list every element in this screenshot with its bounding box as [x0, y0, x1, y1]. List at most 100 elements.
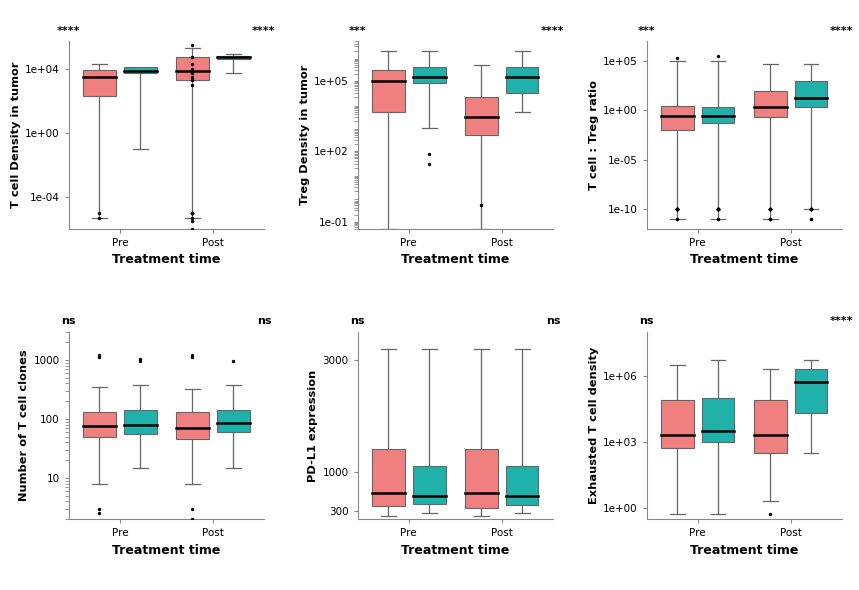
- Point: [670, 204, 684, 214]
- Point: [133, 354, 147, 363]
- Point: [423, 159, 436, 168]
- Point: [186, 208, 199, 217]
- Point: [670, 214, 684, 224]
- Point: [670, 214, 684, 224]
- Point: [711, 214, 725, 224]
- Point: [423, 149, 436, 158]
- Text: ns: ns: [545, 316, 560, 326]
- Bar: [506, 466, 539, 505]
- Point: [711, 204, 725, 214]
- Bar: [754, 400, 787, 453]
- Text: ns: ns: [257, 316, 271, 326]
- Bar: [754, 91, 787, 117]
- Point: [711, 204, 725, 214]
- Y-axis label: Number of T cell clones: Number of T cell clones: [20, 350, 29, 502]
- Point: [186, 53, 199, 62]
- Point: [186, 68, 199, 78]
- Point: [764, 204, 777, 214]
- Point: [186, 229, 199, 238]
- Point: [186, 80, 199, 89]
- Point: [227, 356, 241, 366]
- Point: [711, 204, 725, 214]
- X-axis label: Treatment time: Treatment time: [401, 544, 509, 557]
- Bar: [465, 449, 497, 508]
- Point: [186, 350, 199, 360]
- Point: [186, 217, 199, 226]
- Bar: [83, 412, 116, 437]
- Point: [804, 204, 818, 214]
- Point: [804, 204, 818, 214]
- Bar: [413, 67, 446, 83]
- Text: ns: ns: [350, 316, 365, 326]
- Text: ns: ns: [62, 316, 76, 326]
- Bar: [176, 412, 209, 440]
- Point: [804, 204, 818, 214]
- Point: [711, 204, 725, 214]
- Point: [711, 51, 725, 61]
- Point: [764, 204, 777, 214]
- Point: [670, 204, 684, 214]
- Text: ***: ***: [349, 26, 367, 35]
- Point: [804, 204, 818, 214]
- Point: [764, 510, 777, 519]
- Bar: [124, 67, 156, 73]
- X-axis label: Treatment time: Treatment time: [401, 253, 509, 266]
- Point: [804, 204, 818, 214]
- Point: [711, 204, 725, 214]
- Point: [133, 356, 147, 366]
- Point: [93, 208, 107, 217]
- Y-axis label: T cell : Treg ratio: T cell : Treg ratio: [588, 80, 599, 190]
- Point: [186, 75, 199, 84]
- Text: ****: ****: [253, 26, 276, 35]
- Point: [711, 204, 725, 214]
- Point: [186, 224, 199, 234]
- Text: ****: ****: [541, 26, 564, 35]
- Point: [764, 204, 777, 214]
- Point: [764, 204, 777, 214]
- Point: [804, 204, 818, 214]
- Point: [670, 204, 684, 214]
- Bar: [83, 70, 116, 96]
- Point: [186, 208, 199, 217]
- Bar: [176, 57, 209, 80]
- Bar: [702, 107, 734, 123]
- Text: ****: ****: [830, 26, 854, 35]
- Bar: [124, 410, 156, 434]
- Point: [711, 214, 725, 224]
- Point: [804, 214, 818, 224]
- Bar: [702, 398, 734, 442]
- Point: [186, 353, 199, 362]
- Point: [804, 204, 818, 214]
- Point: [764, 204, 777, 214]
- X-axis label: Treatment time: Treatment time: [690, 253, 798, 266]
- Point: [186, 235, 199, 245]
- Point: [186, 72, 199, 81]
- Point: [764, 214, 777, 224]
- Point: [711, 204, 725, 214]
- Bar: [795, 81, 827, 107]
- Bar: [217, 410, 249, 432]
- Point: [186, 208, 199, 217]
- X-axis label: Treatment time: Treatment time: [113, 253, 221, 266]
- Point: [93, 509, 107, 518]
- Bar: [372, 70, 405, 112]
- Point: [93, 353, 107, 362]
- Text: ***: ***: [637, 26, 655, 35]
- Point: [764, 204, 777, 214]
- Y-axis label: Exhausted T cell density: Exhausted T cell density: [588, 347, 599, 504]
- Point: [804, 204, 818, 214]
- Point: [186, 504, 199, 513]
- Point: [764, 214, 777, 224]
- Point: [670, 204, 684, 214]
- Point: [670, 204, 684, 214]
- Text: ****: ****: [830, 316, 854, 326]
- Point: [186, 40, 199, 50]
- Bar: [372, 449, 405, 506]
- Text: ****: ****: [57, 26, 81, 35]
- Y-axis label: T cell Density in tumor: T cell Density in tumor: [11, 62, 21, 208]
- Text: ns: ns: [639, 316, 654, 326]
- Point: [186, 208, 199, 217]
- Point: [764, 214, 777, 224]
- Point: [186, 213, 199, 222]
- Point: [670, 204, 684, 214]
